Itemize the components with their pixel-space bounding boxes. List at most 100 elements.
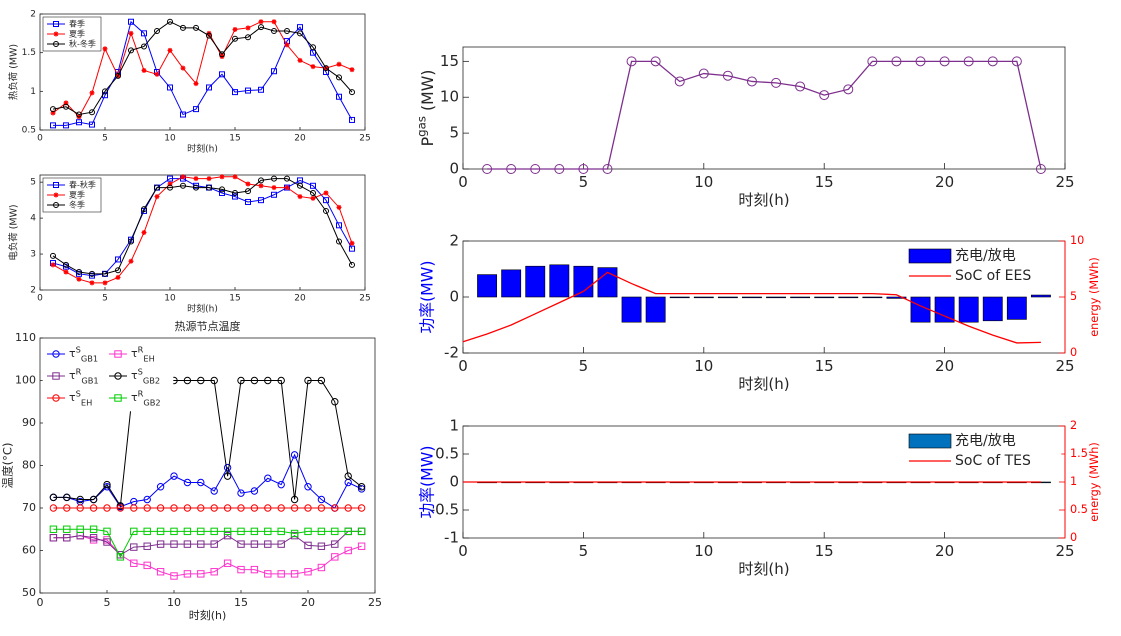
marker — [891, 56, 902, 67]
marker — [554, 164, 565, 174]
series-line — [52, 21, 353, 116]
legend-label: τSEH — [69, 388, 92, 407]
marker — [258, 197, 264, 204]
marker — [128, 238, 134, 245]
marker — [193, 106, 199, 113]
marker — [210, 527, 218, 536]
marker — [357, 483, 366, 491]
marker — [284, 185, 290, 191]
marker — [167, 175, 173, 182]
marker — [284, 28, 290, 35]
marker — [50, 252, 56, 259]
marker — [193, 184, 199, 191]
marker — [206, 32, 212, 39]
marker — [331, 553, 339, 561]
x-tick-label: 0 — [37, 134, 43, 144]
legend-label: SoC of EES — [955, 268, 1031, 284]
marker — [114, 394, 122, 402]
y2-tick-label: 10 — [1070, 234, 1084, 247]
marker — [746, 76, 757, 87]
x-axis-label: 时刻(h) — [187, 302, 218, 314]
marker — [336, 238, 342, 245]
marker — [867, 56, 878, 67]
marker — [277, 504, 285, 512]
marker — [193, 81, 199, 87]
y-axis-label: 功率(MW) — [418, 261, 437, 334]
marker — [771, 77, 782, 88]
bar — [693, 296, 714, 299]
legend-label: τSGB2 — [131, 366, 160, 385]
marker — [317, 527, 326, 536]
y-axis-label: 温度(°C) — [1, 443, 15, 489]
x-tick-label: 10 — [164, 134, 176, 144]
marker — [232, 174, 238, 180]
y2-tick-label: 1 — [1070, 475, 1077, 488]
x-axis-label: 时刻(h) — [187, 142, 218, 154]
marker — [170, 504, 178, 512]
marker — [183, 527, 192, 536]
marker — [210, 568, 218, 576]
marker — [795, 81, 806, 92]
y-tick-label: 2 — [30, 10, 36, 20]
marker — [193, 182, 199, 189]
marker — [271, 68, 277, 75]
marker — [49, 504, 58, 512]
x-axis-label: 时刻(h) — [738, 375, 789, 393]
y-tick-label: 110 — [15, 331, 36, 344]
marker — [115, 267, 121, 274]
x-axis-label: 时刻(h) — [738, 191, 789, 209]
marker — [290, 529, 299, 538]
legend-label: τRGB2 — [131, 388, 161, 407]
y-tick-label: 2 — [449, 232, 459, 250]
marker — [63, 504, 71, 512]
y-tick-label: 1 — [30, 87, 36, 97]
marker — [116, 504, 125, 512]
marker — [939, 56, 950, 67]
y-tick-label: 10 — [440, 88, 459, 106]
marker — [258, 19, 264, 25]
marker — [128, 30, 134, 36]
marker — [317, 376, 326, 385]
x-tick-label: 25 — [1055, 542, 1074, 560]
marker — [237, 565, 245, 574]
marker — [63, 100, 69, 106]
y2-tick-label: 1.5 — [1070, 447, 1088, 460]
marker — [63, 534, 71, 542]
marker — [336, 222, 342, 229]
x-tick-label: 15 — [229, 294, 240, 304]
legend-label: 夏季 — [69, 190, 85, 200]
marker — [323, 190, 329, 196]
bar — [910, 296, 931, 323]
y-tick-label: 80 — [22, 459, 36, 472]
marker — [331, 398, 339, 406]
x-tick-label: 25 — [1055, 173, 1074, 191]
marker — [76, 269, 82, 276]
legend-label: τRGB1 — [69, 366, 99, 385]
marker — [167, 84, 173, 91]
x-tick-label: 20 — [294, 294, 306, 304]
plot-area — [462, 46, 1066, 170]
marker — [349, 116, 355, 123]
marker — [89, 525, 98, 533]
y-tick-label: 0 — [449, 288, 459, 306]
marker — [50, 262, 56, 268]
x-tick-label: 5 — [579, 173, 589, 191]
marker — [626, 56, 637, 67]
marker — [63, 122, 69, 129]
marker — [197, 376, 205, 385]
marker — [290, 451, 299, 459]
marker — [264, 376, 272, 385]
marker — [602, 164, 613, 174]
marker — [987, 56, 998, 67]
y2-axis-label: energy (MWh) — [1088, 442, 1101, 522]
marker — [271, 28, 277, 35]
marker — [290, 504, 299, 512]
marker — [89, 109, 95, 116]
series-line — [53, 528, 362, 558]
marker — [53, 21, 59, 27]
y-tick-label: 5 — [449, 124, 459, 142]
x-axis-label: 时刻(h) — [189, 608, 227, 622]
y-tick-label: 15 — [440, 52, 459, 70]
marker — [304, 483, 312, 491]
marker — [284, 42, 290, 48]
